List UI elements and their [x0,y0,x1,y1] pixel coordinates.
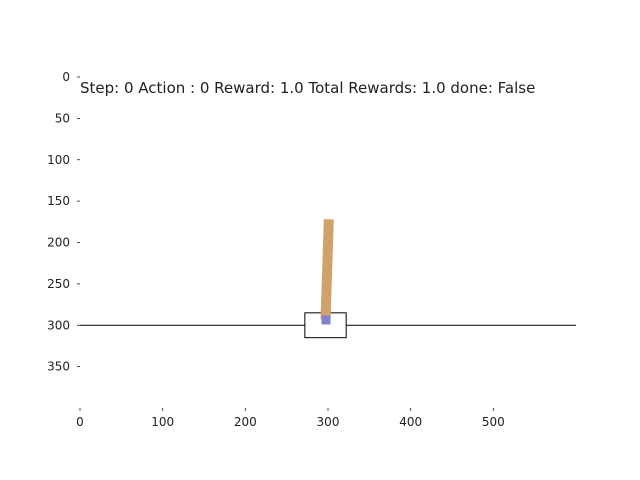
x-tick-label: 300 [317,415,340,429]
y-axis-ticks: 0 50 100 150 200 250 300 350 [47,70,80,374]
status-text: Step: 0 Action : 0 Reward: 1.0 Total Rew… [80,79,535,97]
axle [321,315,331,325]
y-tick-label: 350 [47,360,70,374]
y-tick-label: 300 [47,318,70,332]
y-tick-label: 200 [47,236,70,250]
y-tick-label: 250 [47,277,70,291]
y-tick-label: 150 [47,194,70,208]
pole [320,219,334,320]
x-tick-label: 0 [76,415,84,429]
x-tick-label: 200 [234,415,257,429]
y-tick-label: 0 [62,70,70,84]
y-tick-label: 100 [47,153,70,167]
x-tick-label: 500 [482,415,505,429]
y-tick-label: 50 [55,111,70,125]
x-tick-label: 100 [151,415,174,429]
x-tick-label: 400 [399,415,422,429]
x-axis-ticks: 0 100 200 300 400 500 [76,408,505,429]
